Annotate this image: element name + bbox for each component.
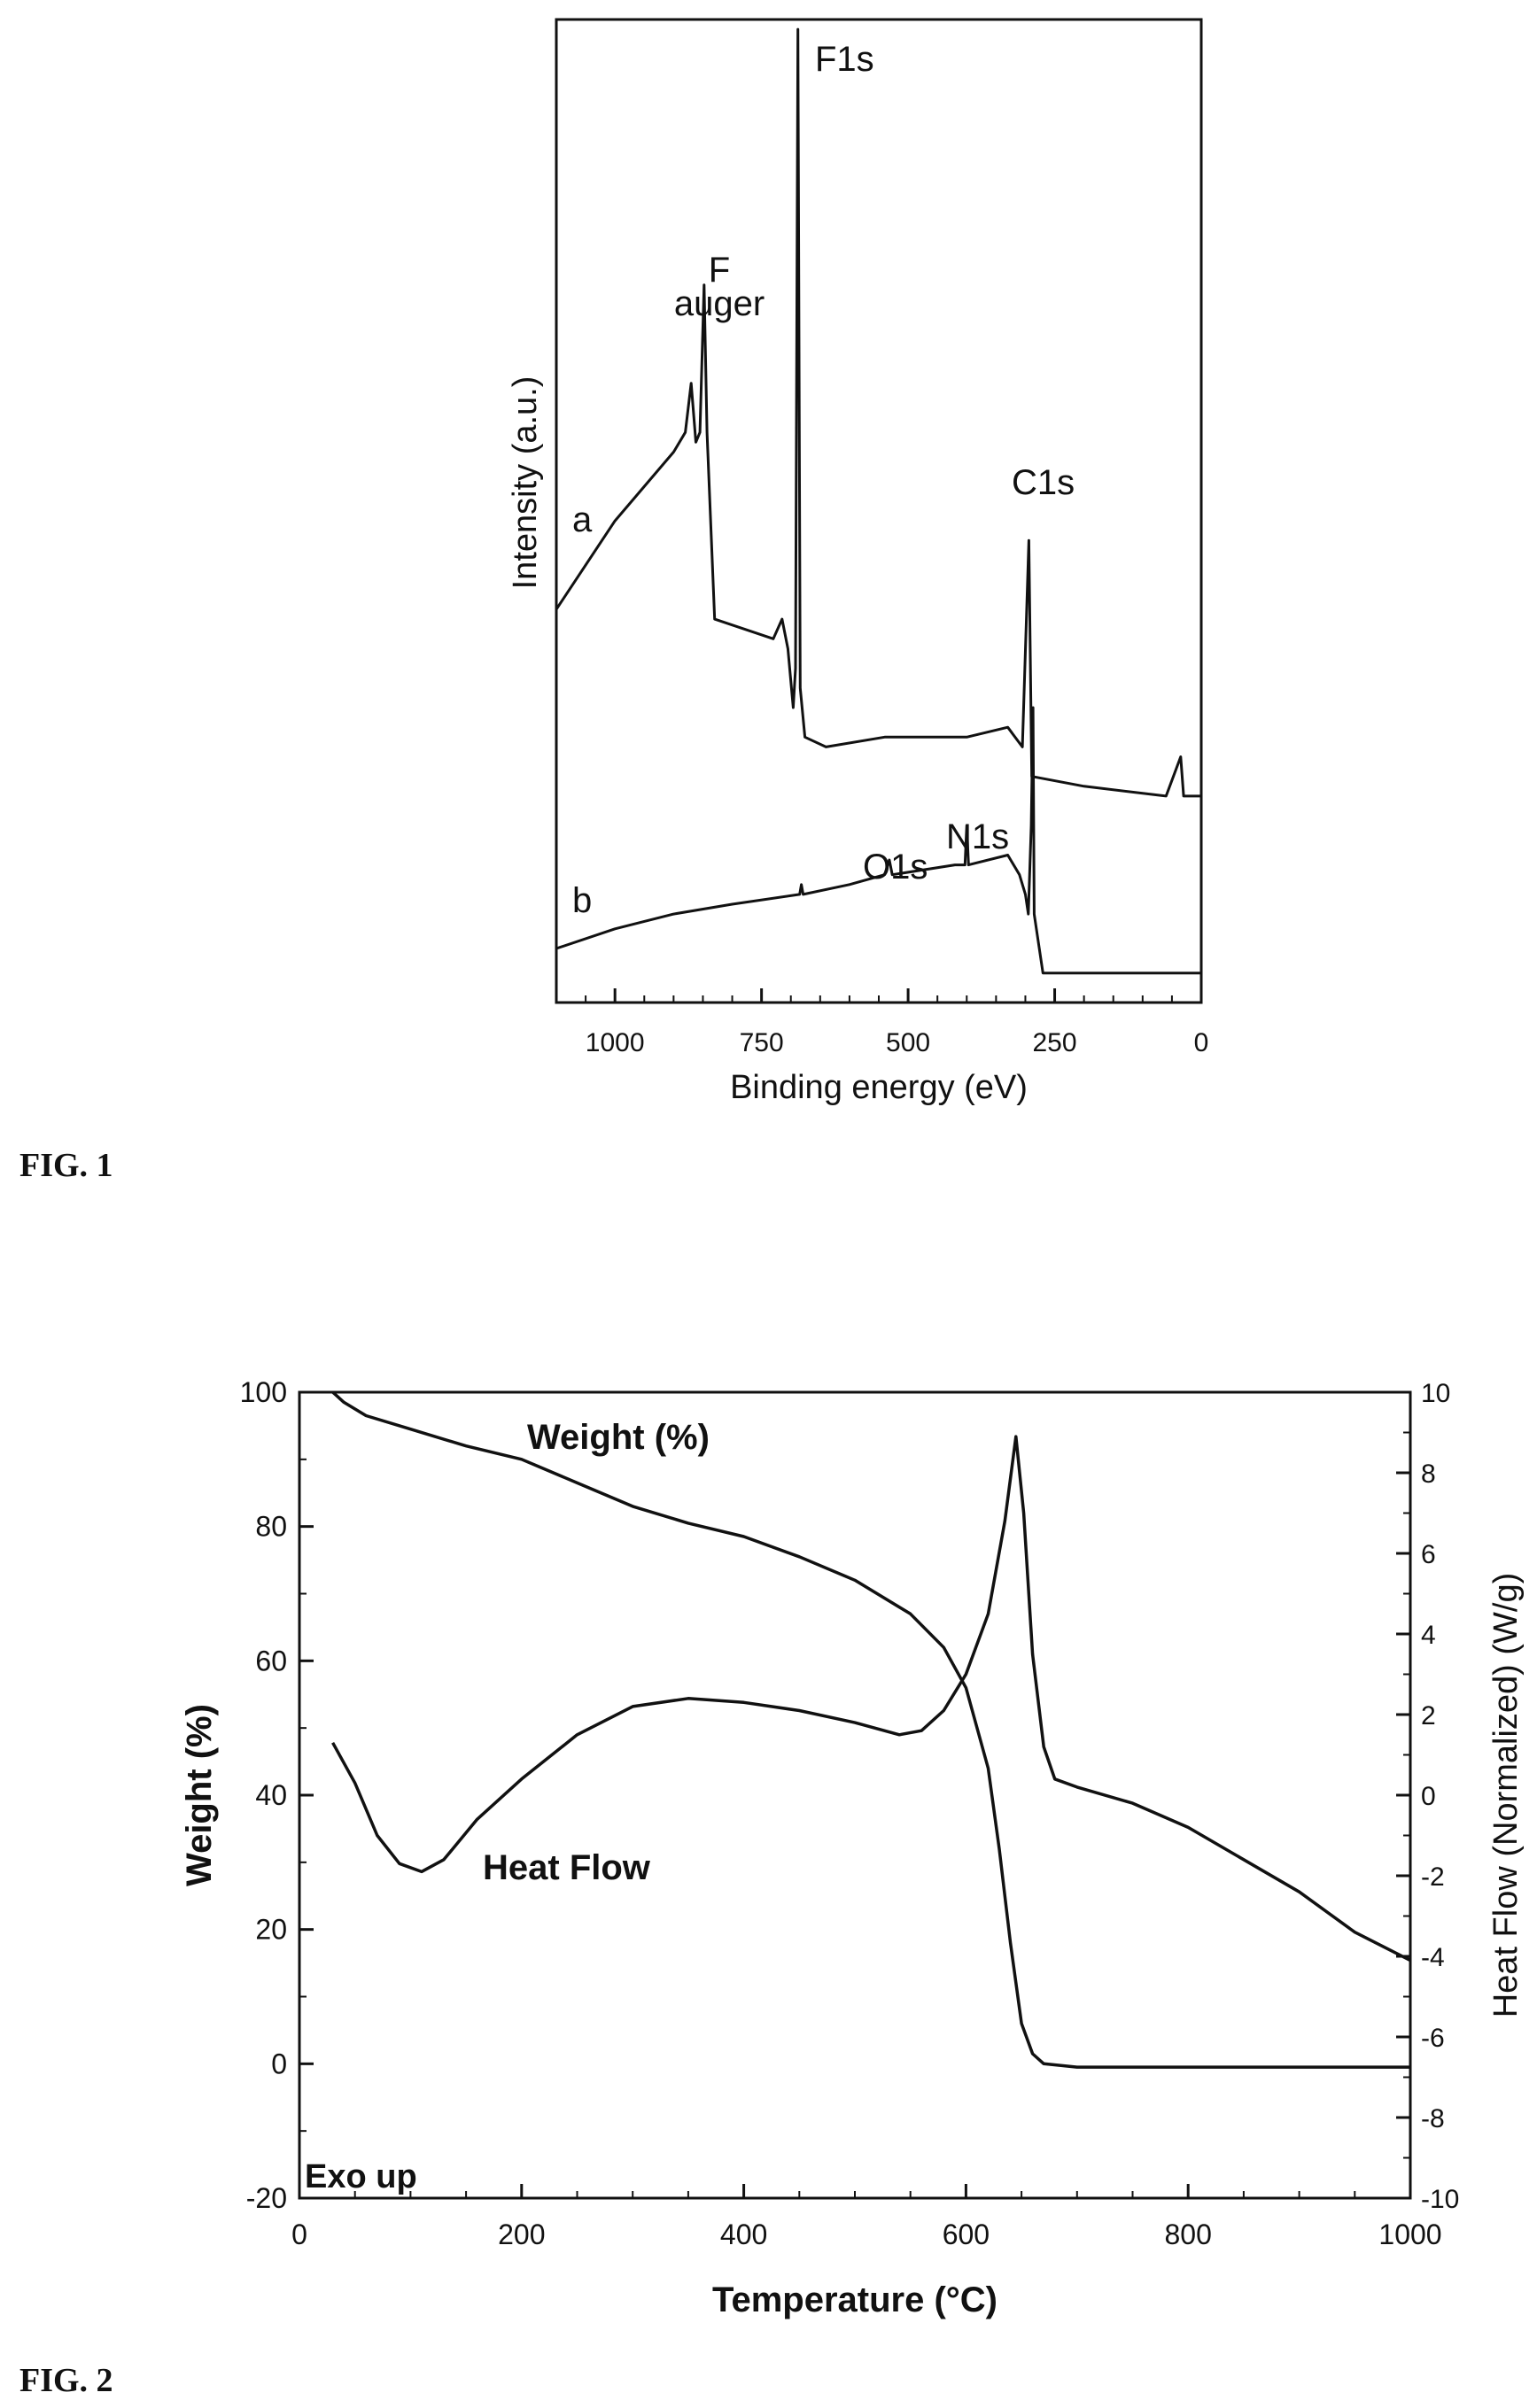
fig2-right-y-axis-label: Heat Flow (Normalized) (W/g) xyxy=(1487,1573,1525,2018)
fig1-series-b-label: b xyxy=(572,881,592,920)
fig1-annotation-auger: auger xyxy=(674,284,765,323)
fig2-plot-frame xyxy=(298,1390,1412,2200)
fig2-annotation-weight: Weight (%) xyxy=(527,1418,710,1457)
fig2-x-tick-label: 600 xyxy=(943,2218,990,2250)
fig2-axis-ticks: 0 200 400 600 800 1000-20020406080100-10-8-6-… xyxy=(240,1376,1460,2250)
fig2-right-y-tick-label: 2 xyxy=(1421,1701,1436,1731)
fig2-weight-line xyxy=(331,1390,1410,2069)
fig2-chart: 0 200 400 600 800 1000-20020406080100-10-8-6-… xyxy=(19,1376,1525,2399)
fig1-series-a-line xyxy=(555,27,1201,798)
fig1-figure-label: FIG. 1 xyxy=(19,1147,113,1184)
fig1-chart: 1000 750 500 250 0 Binding energy (eV) Inten… xyxy=(19,18,1209,1184)
fig1-series-a-label: a xyxy=(572,500,593,539)
fig2-figure-label: FIG. 2 xyxy=(19,2362,113,2399)
fig2-x-tick-label: 200 xyxy=(498,2218,545,2250)
fig1-annotation-c1s: C1s xyxy=(1012,463,1075,502)
fig1-annotation-n1s: N1s xyxy=(946,817,1009,856)
fig1-series-group xyxy=(555,27,1201,975)
fig2-left-y-tick-label: 40 xyxy=(255,1779,287,1811)
fig2-x-tick-label: 800 xyxy=(1165,2218,1212,2250)
fig2-right-y-tick-label: -8 xyxy=(1421,2104,1445,2133)
fig1-x-tick-label: 0 xyxy=(1194,1028,1209,1057)
fig1-x-tick-label: 750 xyxy=(740,1028,784,1057)
fig2-left-y-tick-label: 0 xyxy=(271,2048,287,2079)
fig1-x-tick-label: 1000 xyxy=(586,1028,645,1057)
fig2-right-y-tick-label: -2 xyxy=(1421,1862,1445,1892)
fig2-right-y-tick-label: 8 xyxy=(1421,1460,1436,1489)
fig1-series-b-line xyxy=(555,706,1201,975)
fig2-x-tick-label: 0 xyxy=(291,2218,307,2250)
fig2-x-tick-label: 1000 xyxy=(1378,2218,1441,2250)
fig1-x-axis-label: Binding energy (eV) xyxy=(730,1069,1028,1106)
fig2-right-y-tick-label: 10 xyxy=(1421,1379,1450,1408)
fig2-right-y-tick-label: 0 xyxy=(1421,1782,1436,1811)
fig2-right-y-tick-label: 6 xyxy=(1421,1540,1436,1569)
fig2-annotation-heat-flow: Heat Flow xyxy=(483,1848,651,1887)
fig2-right-y-tick-label: -4 xyxy=(1421,1943,1445,1972)
fig2-annotation-exo-up: Exo up xyxy=(305,2158,417,2195)
fig1-x-ticks: 1000 750 500 250 0 xyxy=(555,988,1209,1057)
fig1-y-axis-label: Intensity (a.u.) xyxy=(507,376,544,590)
fig2-right-y-tick-label: -10 xyxy=(1421,2185,1459,2214)
fig1-annotation-f1s: F1s xyxy=(815,40,874,79)
fig2-left-y-tick-label: 20 xyxy=(255,1914,287,1946)
fig2-right-y-tick-label: 4 xyxy=(1421,1621,1436,1650)
fig2-heat-flow-line xyxy=(331,1435,1411,1963)
fig1-x-tick-label: 250 xyxy=(1033,1028,1077,1057)
fig1-x-tick-label: 500 xyxy=(886,1028,930,1057)
fig1-annotation-f: F xyxy=(709,251,730,290)
fig1-annotation-o1s: O1s xyxy=(863,848,928,887)
fig2-left-y-tick-label: 60 xyxy=(255,1645,287,1676)
fig2-left-y-axis-label: Weight (%) xyxy=(180,1704,219,1886)
fig2-x-axis-label: Temperature (°C) xyxy=(712,2280,997,2319)
fig2-left-y-tick-label: -20 xyxy=(246,2182,287,2214)
fig2-left-y-tick-label: 80 xyxy=(255,1511,287,1543)
fig2-x-tick-label: 400 xyxy=(720,2218,767,2250)
fig2-right-y-tick-label: -6 xyxy=(1421,2024,1445,2053)
fig2-left-y-tick-label: 100 xyxy=(240,1376,287,1408)
fig2-series-group xyxy=(331,1390,1411,2069)
